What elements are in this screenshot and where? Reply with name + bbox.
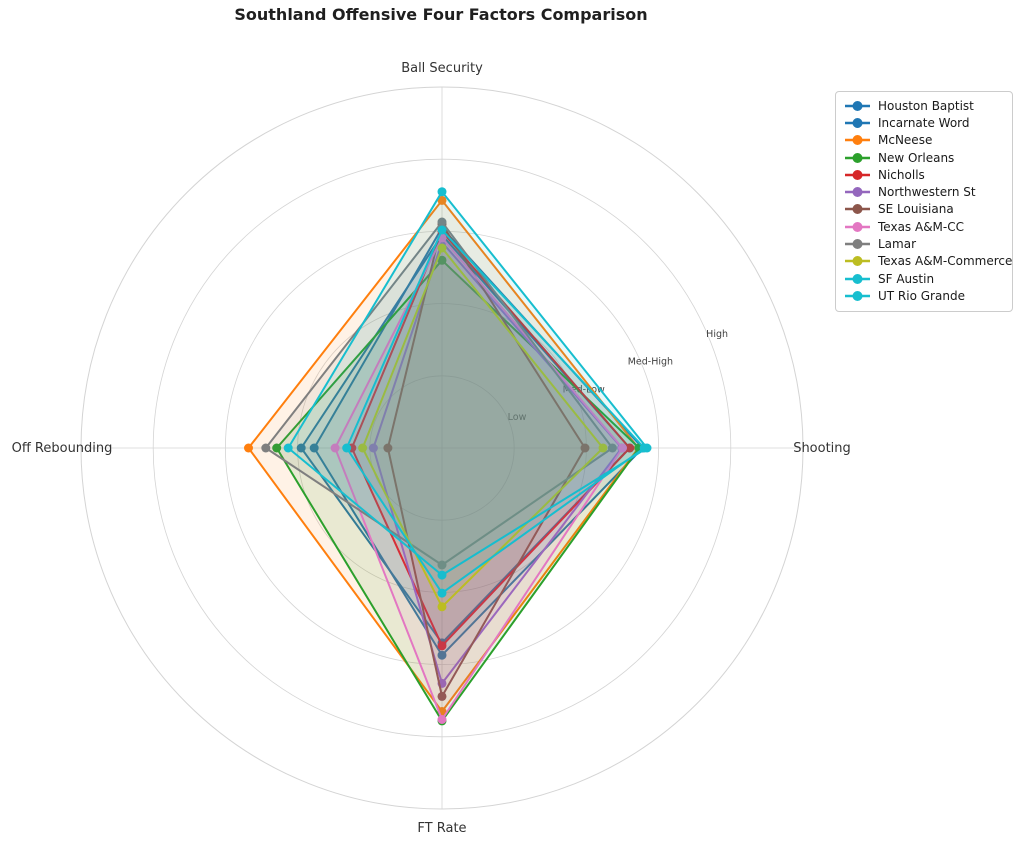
series-fill-lamar [265, 222, 613, 565]
legend-item: Lamar [844, 235, 1004, 252]
legend-marker-icon [845, 239, 870, 250]
legend-marker-icon [845, 169, 870, 180]
axis-label-ball-security: Ball Security [401, 61, 483, 76]
radial-tick-label: High [706, 329, 728, 340]
data-point [437, 570, 447, 580]
legend-item-label: Texas A&M-Commerce [878, 254, 1013, 269]
axis-label-shooting: Shooting [793, 441, 851, 456]
legend-item: New Orleans [844, 149, 1004, 166]
legend-item-label: SE Louisiana [878, 202, 954, 217]
data-point [437, 560, 447, 570]
legend-item: Nicholls [844, 166, 1004, 183]
legend-item: Northwestern St [844, 183, 1004, 200]
radial-tick-label: Low [508, 412, 527, 423]
legend-item: McNeese [844, 132, 1004, 149]
data-point [437, 650, 447, 660]
legend-marker-icon [845, 273, 870, 284]
axis-label-ft-rate: FT Rate [417, 821, 466, 836]
data-point [437, 588, 447, 598]
legend-item-label: McNeese [878, 133, 933, 148]
legend-item: Houston Baptist [844, 97, 1004, 114]
data-point [437, 195, 447, 205]
data-point [296, 443, 306, 453]
data-point [437, 243, 447, 253]
data-point [244, 443, 253, 453]
legend-item-label: Northwestern St [878, 185, 976, 200]
legend-item: Texas A&M-Commerce [844, 253, 1012, 270]
legend-item-label: Incarnate Word [878, 115, 970, 130]
series-fill-ut-rio-grande [346, 230, 645, 594]
data-point [618, 443, 627, 453]
series-fill-texas-a-m-cc [335, 237, 623, 720]
data-point [607, 443, 617, 453]
data-point [625, 443, 635, 453]
data-point [261, 443, 271, 453]
data-point [437, 225, 447, 235]
data-point [383, 443, 393, 453]
data-point [639, 443, 649, 453]
legend-item: Incarnate Word [844, 114, 1004, 131]
data-point [437, 691, 447, 701]
legend-marker-icon [845, 100, 870, 111]
axis-label-off-rebounding: Off Rebounding [12, 441, 113, 456]
legend-marker-icon [845, 152, 870, 163]
series-fill-new-orleans [276, 260, 640, 721]
chart-title: Southland Offensive Four Factors Compari… [234, 5, 648, 24]
legend-marker-icon [845, 204, 870, 215]
legend-item-label: New Orleans [878, 150, 955, 165]
data-point [283, 443, 293, 453]
legend: Houston Baptist Incarnate Word McNeese New … [835, 91, 1013, 312]
series-fill-sf-austin [288, 191, 647, 576]
data-point [437, 641, 447, 651]
legend-item-label: SF Austin [878, 271, 935, 286]
series-fill-se-louisiana [387, 224, 585, 697]
legend-marker-icon [845, 187, 870, 198]
legend-item: SE Louisiana [844, 201, 1004, 218]
series-fill-nicholls [351, 231, 630, 646]
legend-item: Texas A&M-CC [844, 218, 1004, 235]
legend-item-label: Houston Baptist [878, 98, 974, 113]
data-point [580, 443, 590, 453]
data-point [358, 443, 368, 453]
legend-marker-icon [845, 221, 870, 232]
data-point [368, 443, 378, 453]
data-point [437, 217, 447, 227]
series-fill-northwestern-st [373, 242, 622, 684]
legend-item-label: Lamar [878, 237, 917, 252]
series-fill-mcneese [248, 200, 639, 712]
data-point [272, 443, 282, 453]
legend-marker-icon [845, 117, 870, 128]
data-point [437, 255, 447, 265]
series-fill-houston-baptist [301, 235, 630, 643]
data-point [437, 715, 447, 724]
radial-tick-label: Med-High [628, 357, 673, 368]
legend-marker-icon [845, 290, 870, 301]
data-point [309, 443, 319, 453]
legend-item: SF Austin [844, 270, 1004, 287]
legend-item: UT Rio Grande [844, 287, 1004, 304]
legend-marker-icon [845, 256, 870, 267]
data-point [437, 187, 447, 197]
data-point [598, 443, 608, 453]
data-point [437, 602, 447, 612]
series-fill-texas-a-m-commerce [362, 248, 603, 607]
legend-item-label: Texas A&M-CC [878, 219, 964, 234]
radial-tick-label: Med-Low [563, 384, 605, 395]
data-point [330, 443, 340, 453]
legend-marker-icon [845, 135, 870, 146]
legend-item-label: Nicholls [878, 167, 925, 182]
legend-item-label: UT Rio Grande [878, 288, 965, 303]
data-point [342, 443, 352, 453]
